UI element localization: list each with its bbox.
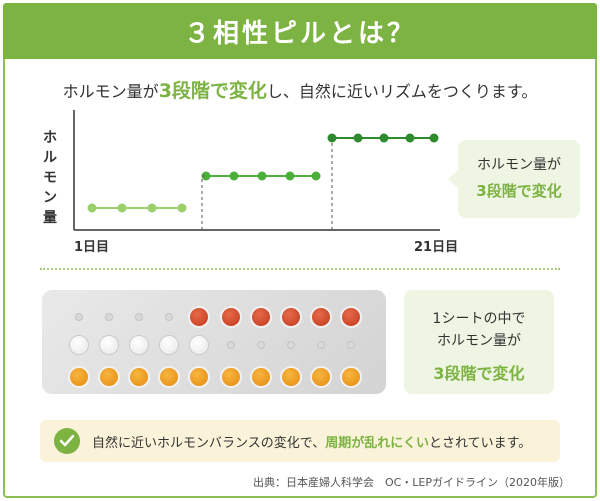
hormone-step-chart bbox=[73, 110, 440, 231]
pill-white bbox=[160, 336, 178, 354]
source-citation: 出典：日本産婦人科学会 OC・LEPガイドライン（2020年版） bbox=[252, 476, 570, 489]
pill-white bbox=[190, 336, 208, 354]
pill-white bbox=[130, 336, 148, 354]
callout2-line3: 3段階で変化 bbox=[433, 364, 525, 383]
data-point bbox=[311, 171, 321, 181]
check-icon bbox=[54, 428, 80, 454]
callout-sheet: 1シートの中で ホルモン量が 3段階で変化 bbox=[404, 290, 554, 394]
pill-white bbox=[100, 336, 118, 354]
pill-red bbox=[190, 308, 208, 326]
empty-blister bbox=[317, 341, 325, 349]
pill-orange bbox=[70, 368, 88, 386]
data-point bbox=[285, 171, 295, 181]
note-text: 自然に近いホルモンバランスの変化で、周期が乱れにくいとされています。 bbox=[92, 432, 531, 451]
note-pre: 自然に近いホルモンバランスの変化で、 bbox=[92, 435, 326, 451]
subtitle-post: し、自然に近いリズムをつくります。 bbox=[266, 82, 538, 101]
chart-ylabel-char: ン bbox=[43, 190, 57, 206]
pill-red bbox=[222, 308, 240, 326]
banner-title: ３相性ピルとは？ bbox=[183, 18, 416, 49]
callout2-line2: ホルモン量が bbox=[437, 333, 521, 349]
pill-orange bbox=[342, 368, 360, 386]
pill-orange bbox=[130, 368, 148, 386]
data-point bbox=[379, 133, 389, 143]
empty-blister bbox=[135, 313, 143, 321]
data-point bbox=[117, 203, 127, 213]
callout-hormone-change: ホルモン量が 3段階で変化 bbox=[448, 140, 580, 218]
empty-blister bbox=[287, 341, 295, 349]
empty-blister bbox=[105, 313, 113, 321]
data-point bbox=[229, 171, 239, 181]
panel-frame bbox=[3, 3, 597, 498]
subtitle: ホルモン量が3段階で変化し、自然に近いリズムをつくります。 bbox=[0, 76, 600, 103]
pill-red bbox=[282, 308, 300, 326]
chart-ylabel: ホルモン量 bbox=[40, 128, 60, 228]
x-start-label: 1日目 bbox=[74, 240, 110, 255]
data-point bbox=[257, 171, 267, 181]
pill-orange bbox=[282, 368, 300, 386]
callout2-line1: 1シートの中で bbox=[432, 311, 526, 327]
data-point bbox=[177, 203, 187, 213]
data-point bbox=[87, 203, 97, 213]
note-box: 自然に近いホルモンバランスの変化で、周期が乱れにくいとされています。 bbox=[40, 420, 560, 462]
step-connector bbox=[201, 175, 206, 230]
chart-ylabel-char: 量 bbox=[43, 210, 57, 226]
pill-red bbox=[312, 308, 330, 326]
chart-ylabel-char: モ bbox=[43, 170, 57, 186]
pill-white bbox=[70, 336, 88, 354]
callout1-line1: ホルモン量が bbox=[477, 157, 561, 173]
chart-ylabel-char: ル bbox=[43, 150, 57, 166]
pill-orange bbox=[100, 368, 118, 386]
chart-ylabel-char: ホ bbox=[43, 130, 57, 146]
empty-blister bbox=[257, 341, 265, 349]
data-point bbox=[353, 133, 363, 143]
pill-orange bbox=[190, 368, 208, 386]
data-point bbox=[429, 133, 439, 143]
x-end-label: 21日目 bbox=[414, 240, 459, 255]
data-point bbox=[201, 171, 211, 181]
note-highlight: 周期が乱れにくい bbox=[325, 435, 429, 451]
empty-blister bbox=[347, 341, 355, 349]
pill-orange bbox=[312, 368, 330, 386]
pill-orange bbox=[222, 368, 240, 386]
pill-red bbox=[252, 308, 270, 326]
empty-blister bbox=[165, 313, 173, 321]
data-point bbox=[405, 133, 415, 143]
callout1-line2: 3段階で変化 bbox=[476, 182, 562, 200]
pill-red bbox=[342, 308, 360, 326]
note-post: とされています。 bbox=[428, 435, 532, 451]
subtitle-pre: ホルモン量が bbox=[62, 82, 159, 101]
empty-blister bbox=[227, 341, 235, 349]
pill-orange bbox=[252, 368, 270, 386]
empty-blister bbox=[75, 313, 83, 321]
section-divider bbox=[40, 268, 560, 270]
data-point bbox=[147, 203, 157, 213]
title-banner: ３相性ピルとは？ bbox=[3, 3, 597, 59]
pill-orange bbox=[160, 368, 178, 386]
pill-sheet bbox=[42, 290, 386, 394]
subtitle-highlight: 3段階で変化 bbox=[158, 80, 267, 102]
